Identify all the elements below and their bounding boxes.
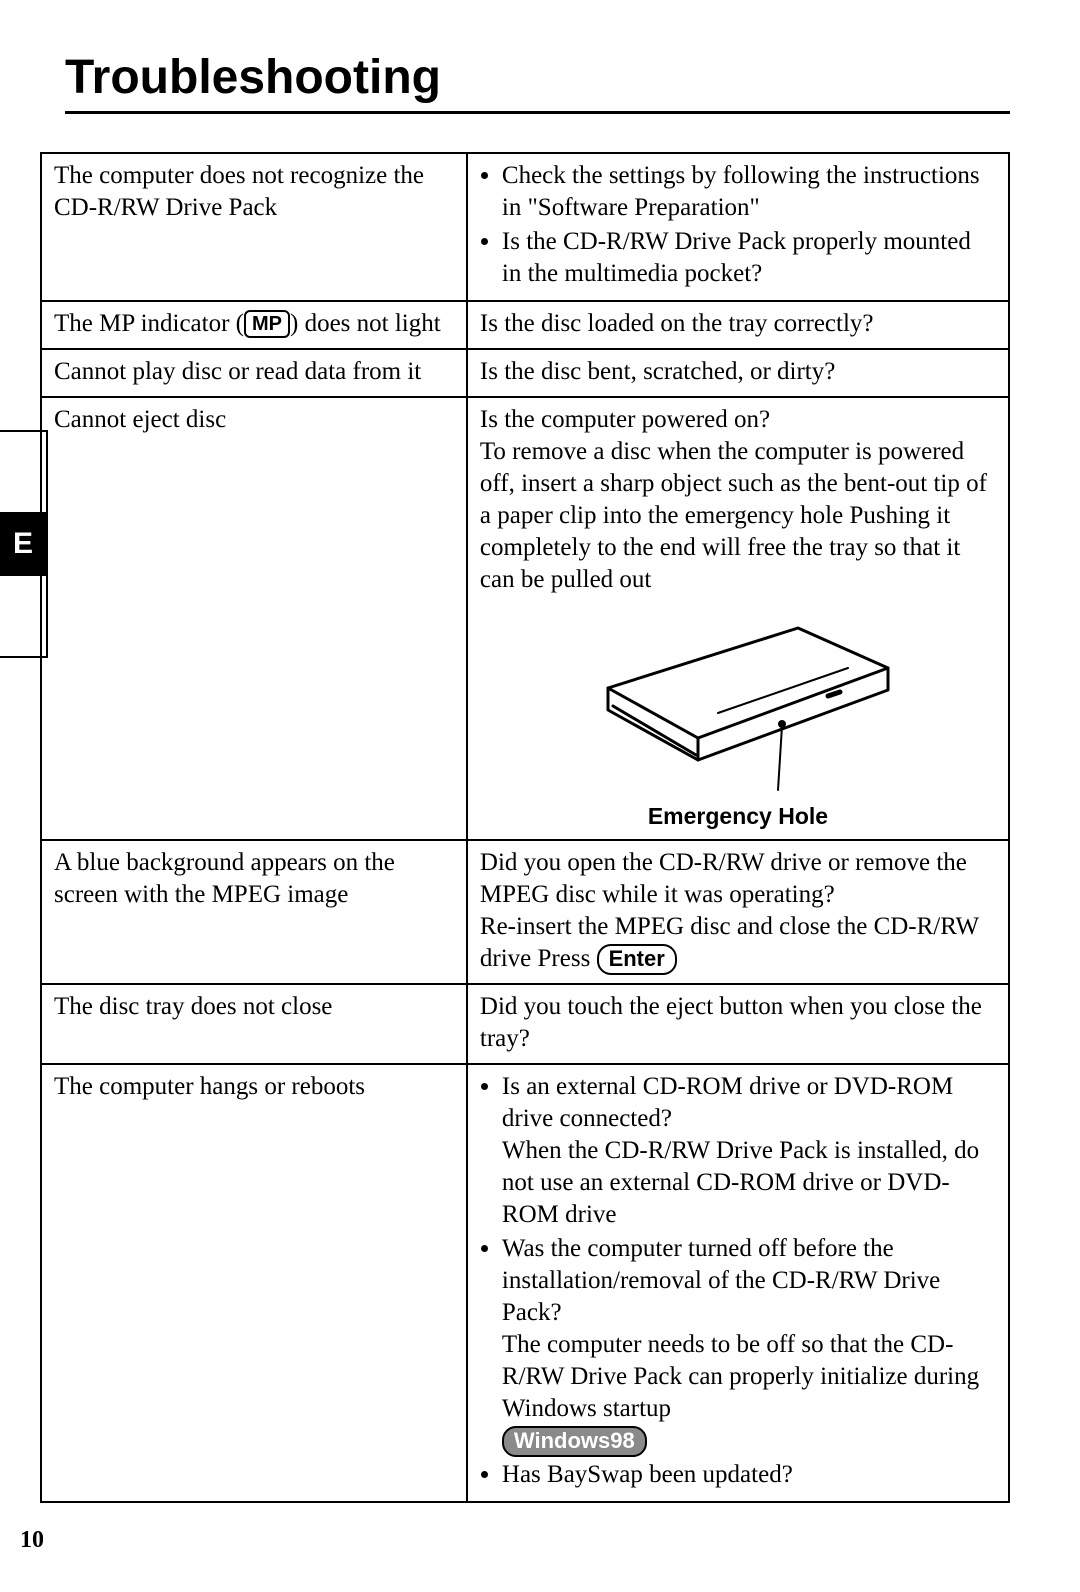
problem-cell: The computer does not recognize the CD-R… [41,153,467,301]
solution-cell: Check the settings by following the inst… [467,153,1009,301]
page-title: Troubleshooting [65,50,1010,114]
problem-cell: The computer hangs or reboots [41,1064,467,1502]
solution-bullet: Check the settings by following the inst… [502,160,996,224]
page-number: 10 [20,1527,44,1554]
table-row: Cannot play disc or read data from it Is… [41,349,1009,397]
problem-cell: Cannot eject disc [41,397,467,840]
solution-bullet: Has BaySwap been updated? [502,1459,996,1491]
mp-badge: MP [244,310,290,338]
solution-cell: Did you touch the eject button when you … [467,984,1009,1064]
problem-cell: The disc tray does not close [41,984,467,1064]
solution-bullet: Is an external CD-ROM drive or DVD-ROM d… [502,1071,996,1231]
table-row: The MP indicator (MP) does not light Is … [41,301,1009,349]
solution-text: Is the computer powered on? To remove a … [480,404,996,596]
solution-cell: Is the computer powered on? To remove a … [467,397,1009,840]
problem-cell: The MP indicator (MP) does not light [41,301,467,349]
table-row: A blue background appears on the screen … [41,840,1009,984]
troubleshooting-table: The computer does not recognize the CD-R… [40,152,1010,1503]
figure-caption: Emergency Hole [480,802,996,831]
problem-cell: Cannot play disc or read data from it [41,349,467,397]
solution-bullet: Is the CD-R/RW Drive Pack properly mount… [502,226,996,290]
solution-cell: Is the disc loaded on the tray correctly… [467,301,1009,349]
problem-cell: A blue background appears on the screen … [41,840,467,984]
drive-diagram [568,608,908,798]
table-row: The disc tray does not close Did you tou… [41,984,1009,1064]
table-row: Cannot eject disc Is the computer powere… [41,397,1009,840]
problem-text: The MP indicator ( [54,310,244,337]
solution-bullet: Was the computer turned off before the i… [502,1233,996,1457]
windows98-badge: Windows98 [502,1426,647,1456]
solution-text: Did you open the CD-R/RW drive or remove… [480,847,996,911]
side-tab: E [0,430,48,658]
side-tab-letter: E [0,514,48,574]
solution-text: Re-insert the MPEG disc and close the CD… [480,911,996,975]
table-row: The computer hangs or reboots Is an exte… [41,1064,1009,1502]
table-row: The computer does not recognize the CD-R… [41,153,1009,301]
solution-cell: Is the disc bent, scratched, or dirty? [467,349,1009,397]
problem-text: ) does not light [290,310,441,337]
solution-cell: Did you open the CD-R/RW drive or remove… [467,840,1009,984]
solution-cell: Is an external CD-ROM drive or DVD-ROM d… [467,1064,1009,1502]
enter-keycap: Enter [597,944,677,974]
